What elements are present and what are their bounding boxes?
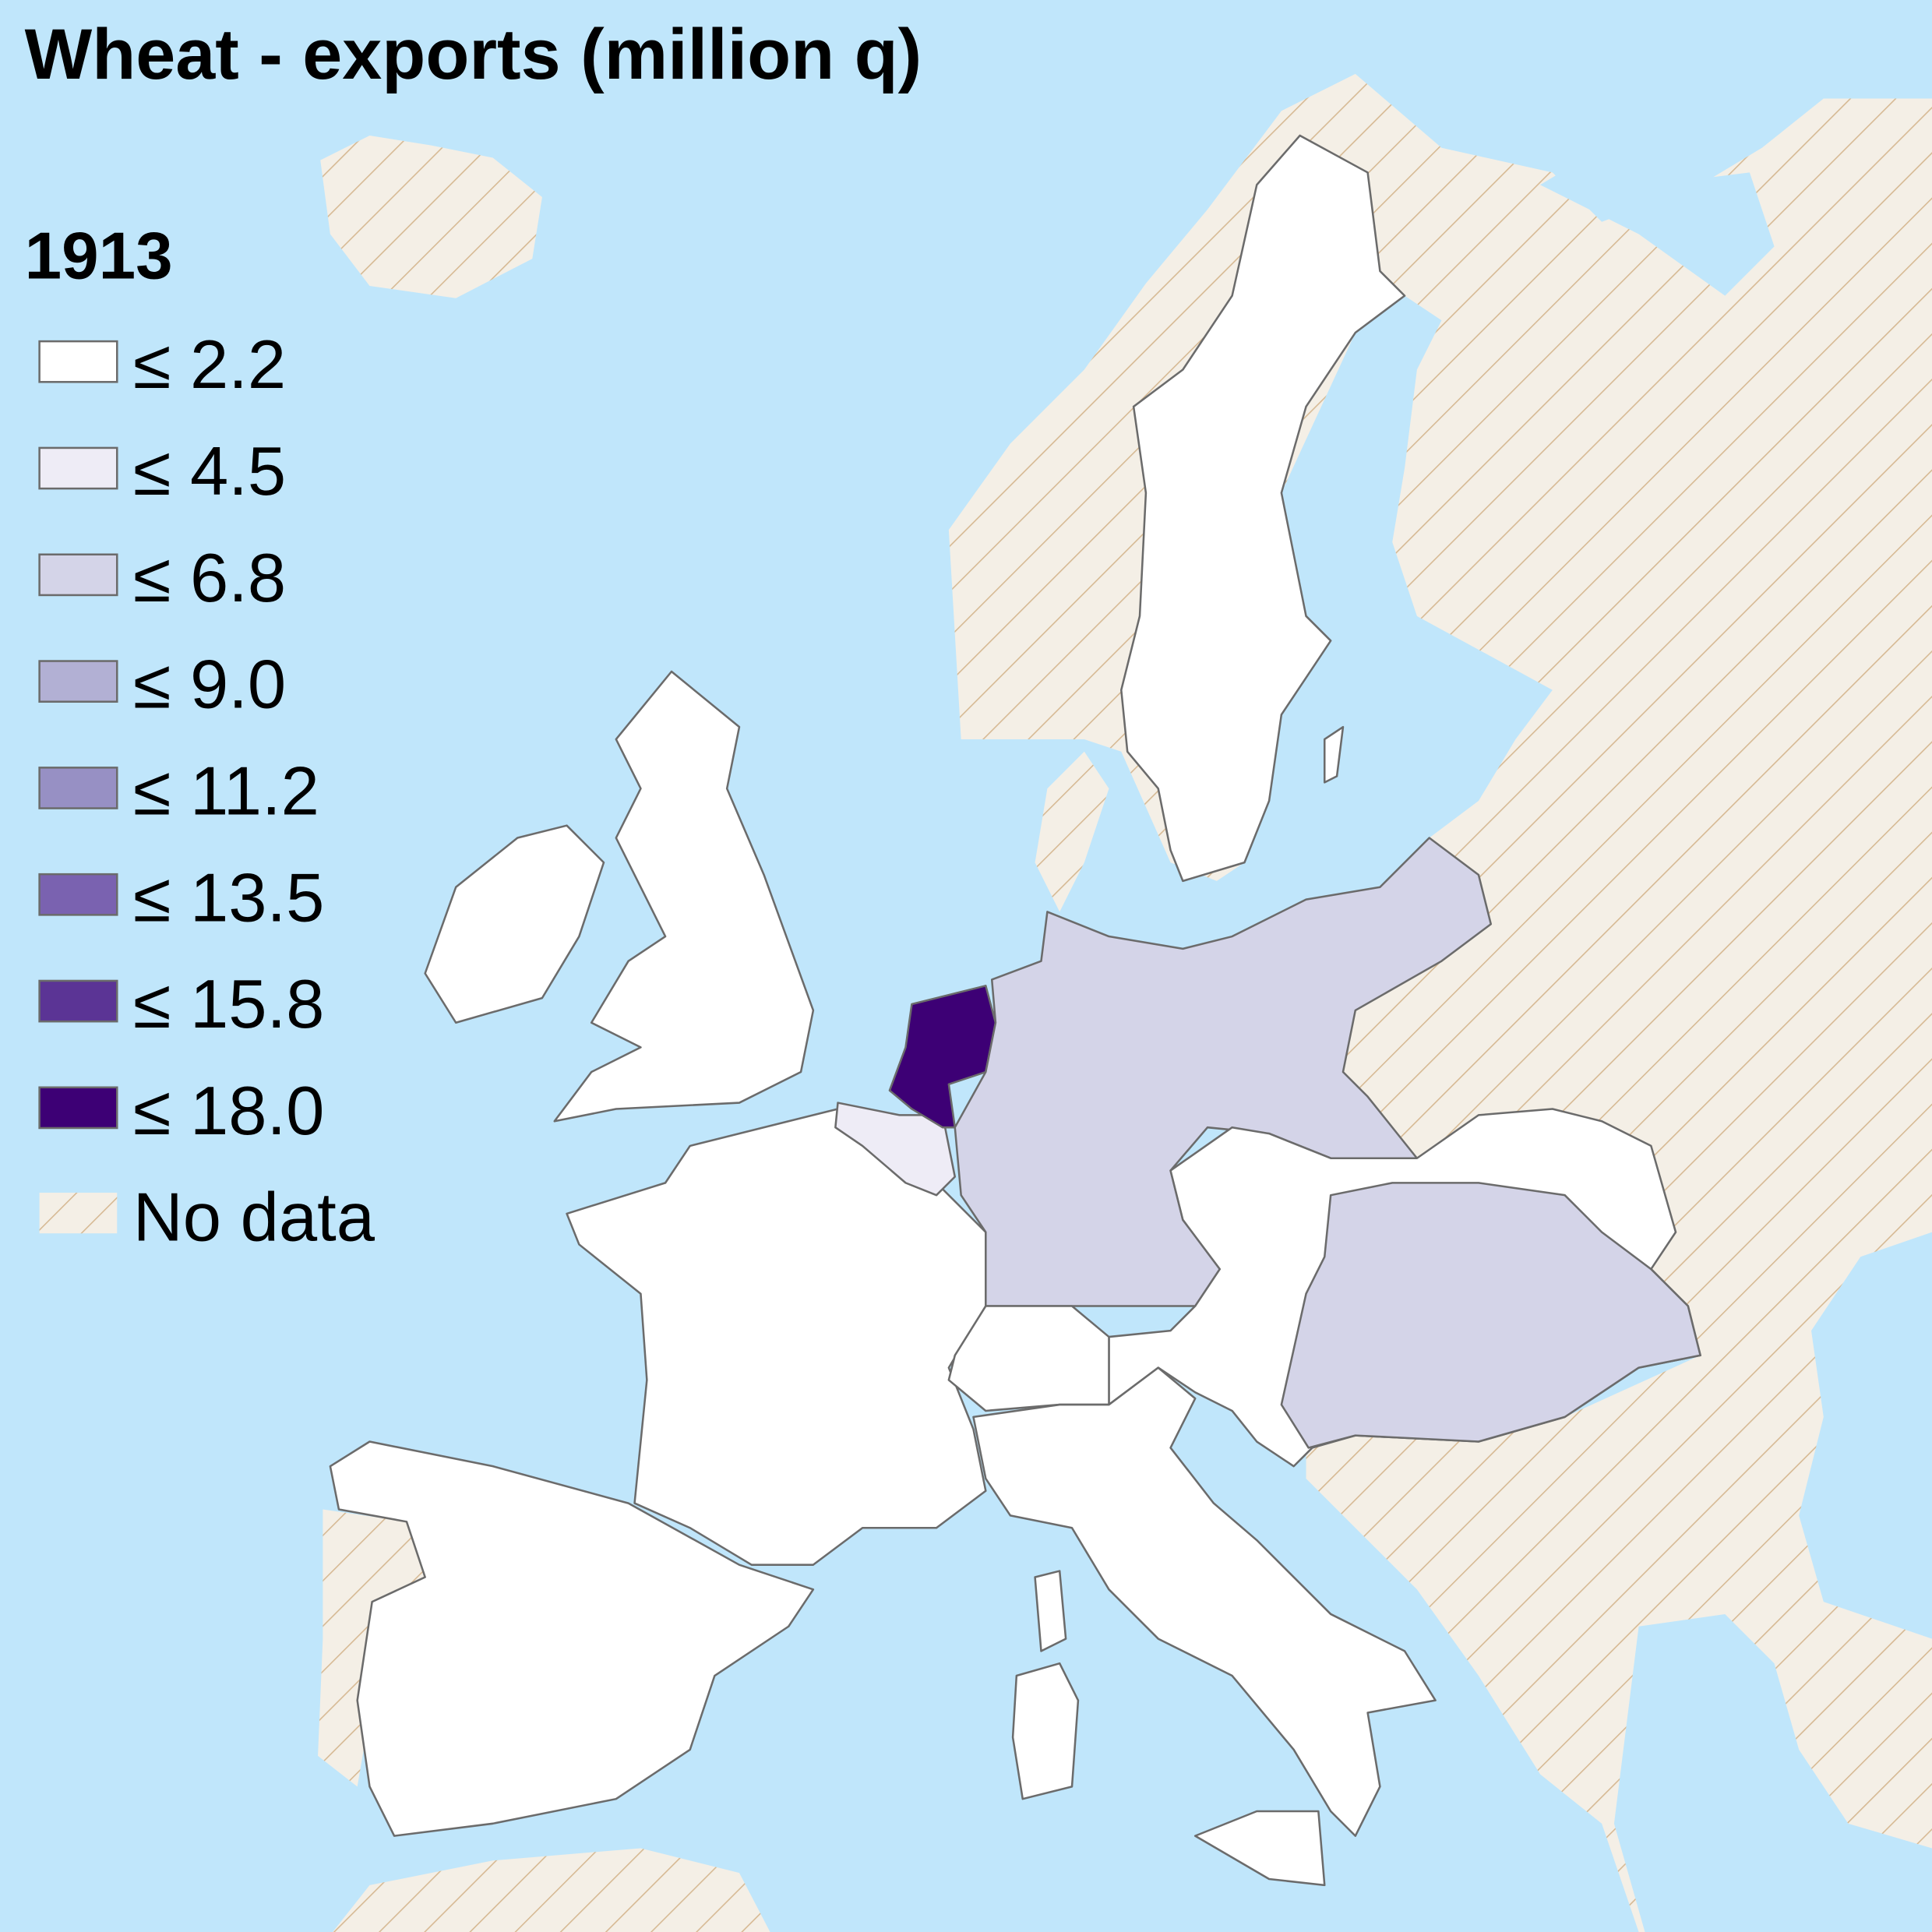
legend-label: ≤ 15.8 xyxy=(133,965,325,1042)
map-title: Wheat - exports (million q) xyxy=(25,15,922,94)
legend-swatch xyxy=(38,873,118,916)
legend-swatch xyxy=(38,1086,118,1130)
denmark xyxy=(1035,751,1109,912)
legend-title: 1913 xyxy=(25,219,173,293)
countries xyxy=(329,134,1701,1887)
legend-label: ≤ 4.5 xyxy=(133,432,286,509)
north-africa xyxy=(333,1848,770,1932)
legend-label: ≤ 9.0 xyxy=(133,646,286,723)
legend-swatch xyxy=(38,767,118,809)
legend-swatch xyxy=(38,446,118,490)
legend-swatch xyxy=(38,340,118,383)
italy xyxy=(972,1366,1437,1837)
aegean-sea xyxy=(1613,1613,1932,1932)
sardinia xyxy=(1011,1662,1080,1800)
seas xyxy=(1170,147,1932,1932)
legend-label: ≤ 2.2 xyxy=(133,326,286,403)
united-kingdom xyxy=(553,670,815,1123)
ireland xyxy=(424,824,605,1024)
baltic-sea xyxy=(1170,295,1553,937)
legend-label: ≤ 13.5 xyxy=(133,858,325,936)
legend-label: ≤ 11.2 xyxy=(133,752,319,829)
iceland xyxy=(320,135,542,298)
spain xyxy=(329,1440,815,1837)
legend-label: ≤ 6.8 xyxy=(133,539,286,616)
legend-label: ≤ 18.0 xyxy=(133,1072,325,1149)
black-sea xyxy=(1799,1232,1932,1639)
sweden xyxy=(1120,134,1406,883)
corsica xyxy=(1034,1570,1067,1652)
france xyxy=(566,1108,987,1566)
belgium xyxy=(834,1102,957,1197)
legend-swatch xyxy=(39,1193,118,1234)
sicily xyxy=(1193,1810,1326,1887)
hungary xyxy=(1280,1182,1701,1449)
legend-swatch xyxy=(38,979,118,1023)
white-sea xyxy=(1540,147,1775,296)
gotland xyxy=(1323,725,1345,784)
legend-label: No data xyxy=(133,1179,375,1256)
legend-swatch xyxy=(38,553,118,597)
legend-swatch xyxy=(38,660,118,703)
legend: No data ≤ 2.2 ≤ 4.5 ≤ 6.8 ≤ 9.0 ≤ 11.2 ≤ 13.5… xyxy=(38,326,375,1256)
